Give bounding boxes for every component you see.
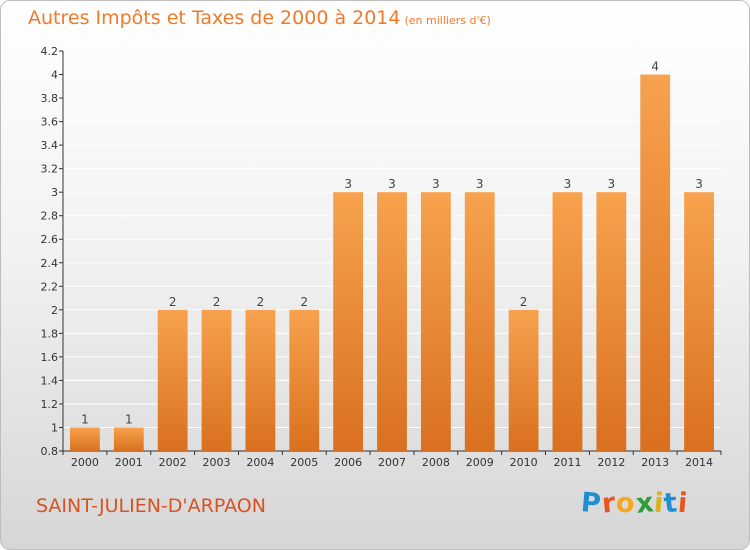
town-name: SAINT-JULIEN-D'ARPAON [36,495,266,517]
y-tick-label: 3.4 [41,139,59,152]
x-tick-label: 2003 [203,456,231,469]
y-tick-label: 2.2 [41,280,59,293]
logo-letter: o [614,487,638,520]
data-label: 3 [388,177,396,191]
x-tick-label: 2009 [466,456,494,469]
bar [684,192,714,452]
y-tick-label: 4 [51,69,58,82]
chart-title: Autres Impôts et Taxes de 2000 à 2014 (en… [28,7,491,29]
bar [377,192,407,452]
x-tick-label: 2008 [422,456,450,469]
data-label: 2 [520,295,528,309]
x-tick-label: 2007 [378,456,406,469]
y-tick-label: 3.6 [41,116,59,129]
proxiti-logo: Proxiti [579,487,690,520]
y-tick-label: 2.6 [41,233,59,246]
bar [70,427,100,451]
data-label: 2 [169,295,177,309]
y-tick-label: 0.8 [41,445,59,458]
x-tick-label: 2004 [246,456,274,469]
chart-title-text: Autres Impôts et Taxes de 2000 à 2014 [28,7,401,29]
y-tick-label: 1 [51,421,58,434]
y-tick-label: 2 [51,304,58,317]
bar [157,309,188,451]
x-tick-label: 2001 [115,456,143,469]
data-label: 3 [608,177,616,191]
bar [333,192,364,452]
data-label: 3 [344,177,352,191]
x-tick-label: 2006 [334,456,362,469]
x-tick-label: 2013 [641,456,669,469]
bar [289,309,320,451]
y-tick-label: 3.2 [41,163,59,176]
bar [596,192,627,452]
logo-letter: P [579,487,604,520]
y-tick-label: 1.2 [41,398,59,411]
bar [201,309,232,451]
bar [420,192,451,452]
chart-unit-note: (en milliers d'€) [404,14,491,27]
x-tick-label: 2010 [510,456,538,469]
x-tick-label: 2005 [290,456,318,469]
data-label: 3 [432,177,440,191]
y-tick-label: 4.2 [41,45,59,58]
data-label: 4 [651,60,659,74]
data-label: 3 [695,177,703,191]
bar [508,309,539,451]
x-tick-label: 2014 [685,456,713,469]
bar [464,192,495,452]
y-tick-label: 3.8 [41,92,59,105]
bar [552,192,583,452]
data-label: 1 [81,412,89,426]
y-tick-label: 1.8 [41,327,59,340]
y-tick-label: 1.6 [41,351,59,364]
data-label: 1 [125,412,133,426]
y-tick-label: 2.4 [41,257,59,270]
bar [245,309,276,451]
data-label: 3 [564,177,572,191]
data-label: 2 [300,295,308,309]
x-tick-label: 2000 [71,456,99,469]
data-label: 3 [476,177,484,191]
y-tick-label: 1.4 [41,374,59,387]
bar [640,74,671,451]
data-label: 2 [213,295,221,309]
data-label: 2 [257,295,265,309]
bar [113,427,144,451]
x-tick-label: 2012 [597,456,625,469]
y-tick-label: 3 [51,186,58,199]
x-tick-label: 2011 [553,456,581,469]
x-tick-label: 2002 [159,456,187,469]
logo-letter: i [676,487,690,520]
y-tick-label: 2.8 [41,210,59,223]
